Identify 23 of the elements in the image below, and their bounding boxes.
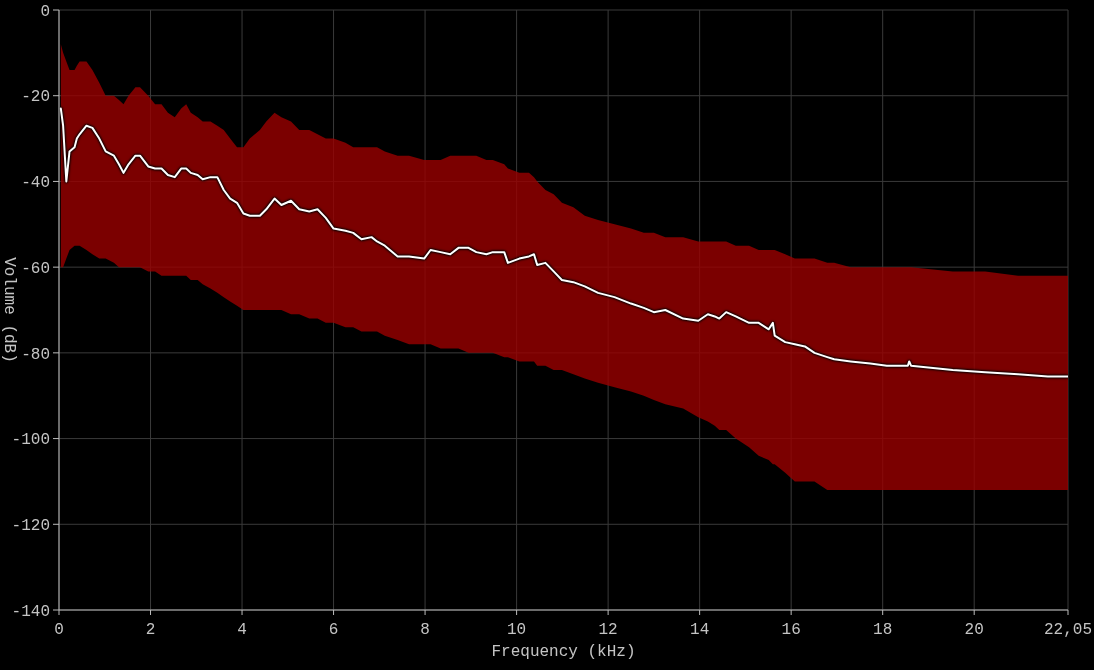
y-tick-label: -80 [21, 345, 50, 364]
line-series [59, 107, 1068, 378]
y-tick-label: -140 [11, 602, 50, 621]
y-tick-label: -60 [21, 259, 50, 278]
x-tick-label: 20 [964, 621, 984, 640]
x-tick-label: 22,05 [1043, 621, 1093, 640]
x-tick-label: 2 [145, 621, 156, 640]
x-tick-label: 6 [328, 621, 339, 640]
x-tick-label: 8 [420, 621, 430, 640]
y-tick-label: 0 [40, 2, 50, 21]
x-axis-title: Frequency (kHz) [491, 643, 636, 661]
x-tick-label: 16 [781, 621, 801, 640]
y-axis-title: Volume (dB) [0, 257, 18, 363]
x-tick-label: 4 [237, 621, 247, 640]
x-tick-label: 14 [690, 621, 710, 640]
y-tick-label: -40 [21, 174, 50, 193]
x-tick-label: 0 [54, 621, 64, 640]
y-tick-label: -120 [11, 516, 50, 535]
y-tick-label: -100 [11, 431, 50, 450]
x-tick-label: 12 [598, 621, 618, 640]
x-tick-label: 18 [873, 621, 893, 640]
y-tick-label: -20 [21, 88, 50, 107]
x-tick-label: 10 [506, 621, 527, 640]
